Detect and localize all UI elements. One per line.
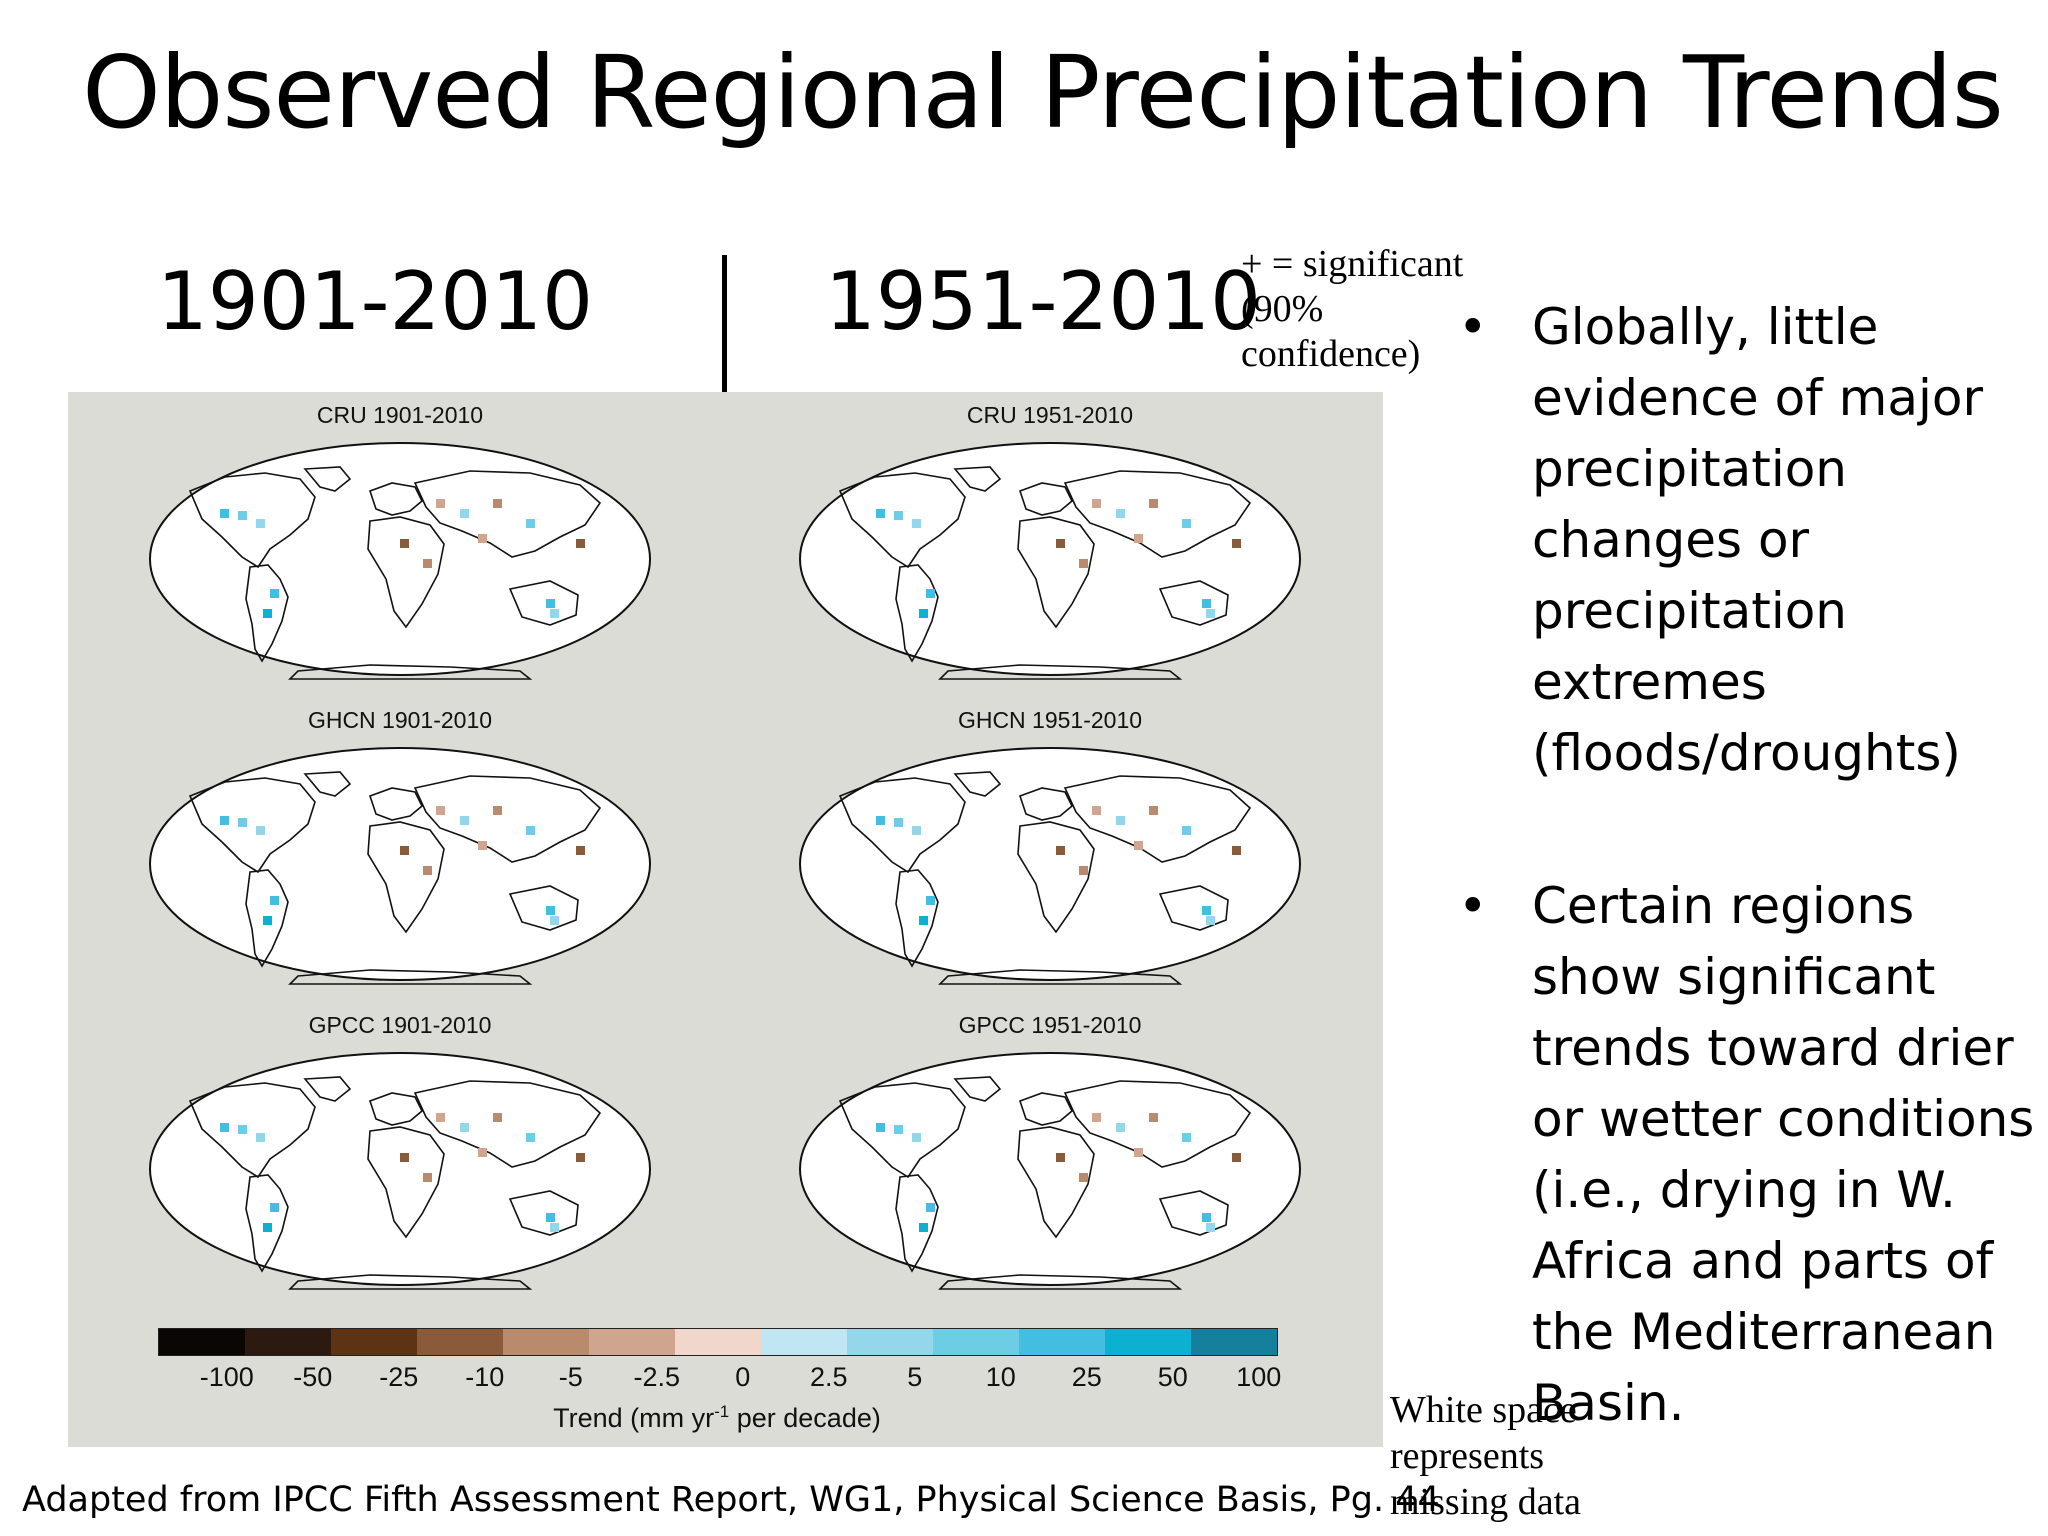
colorbar-tick-label: -10	[465, 1362, 505, 1392]
significance-note: + = significant (90% confidence)	[1241, 242, 1501, 377]
colorbar	[158, 1328, 1278, 1356]
map-panel-gpcc-1901: GPCC 1901-2010	[120, 1012, 680, 1312]
colorbar-label-exponent: -1	[714, 1402, 730, 1421]
world-map-image	[799, 747, 1301, 985]
colorbar-tick-label: -25	[379, 1362, 419, 1392]
source-citation: Adapted from IPCC Fifth Assessment Repor…	[22, 1480, 1440, 1520]
colorbar-tick-label: 10	[985, 1362, 1016, 1392]
map-panel-ghcn-1951: GHCN 1951-2010	[770, 707, 1330, 1007]
colorbar-swatch	[503, 1329, 589, 1355]
colorbar-swatch	[245, 1329, 331, 1355]
map-panel-title: GPCC 1901-2010	[308, 1012, 492, 1038]
colorbar-swatch	[331, 1329, 417, 1355]
colorbar-label-text: Trend (mm yr	[553, 1403, 715, 1433]
missing-data-note: White space represents missing data	[1390, 1387, 1690, 1525]
colorbar-tick-label: 25	[1071, 1362, 1102, 1392]
bullet-text: Globally, little evidence of major preci…	[1532, 298, 1984, 782]
map-panel-cru-1901: CRU 1901-2010	[120, 402, 680, 702]
missing-data-note-line: represents	[1390, 1435, 1545, 1477]
significance-note-line: confidence)	[1241, 333, 1421, 375]
colorbar-tick-label: -50	[293, 1362, 333, 1392]
world-map-image	[149, 747, 651, 985]
bullet-item: • Globally, little evidence of major pre…	[1440, 292, 2048, 789]
world-map-image	[799, 1052, 1301, 1290]
bullet-marker: •	[1458, 877, 1488, 935]
map-panel-gpcc-1951: GPCC 1951-2010	[770, 1012, 1330, 1312]
colorbar-tick-label: 100	[1236, 1362, 1282, 1392]
bullet-text: Certain regions show significant trends …	[1532, 877, 2035, 1432]
bullet-marker: •	[1458, 298, 1488, 356]
map-panel-title: CRU 1901-2010	[316, 402, 484, 428]
colorbar-swatch	[1105, 1329, 1191, 1355]
colorbar-swatch	[675, 1329, 761, 1355]
colorbar-swatch	[933, 1329, 1019, 1355]
map-panel-ghcn-1901: GHCN 1901-2010	[120, 707, 680, 1007]
colorbar-label: Trend (mm yr-1 per decade)	[158, 1402, 1276, 1434]
missing-data-note-line: missing data	[1390, 1481, 1582, 1523]
map-panel-cru-1951: CRU 1951-2010	[770, 402, 1330, 702]
colorbar-swatch	[1191, 1329, 1277, 1355]
colorbar-swatch	[761, 1329, 847, 1355]
period-label-left: 1901-2010	[157, 255, 594, 348]
map-panel-title: GHCN 1951-2010	[957, 707, 1143, 733]
colorbar-ticks: -100 -50 -25 -10 -5 -2.5 0 2.5 5 10 25 50 100	[158, 1362, 1282, 1394]
colorbar-tick-label: 2.5	[810, 1362, 848, 1392]
colorbar-swatch	[847, 1329, 933, 1355]
colorbar-tick-label: -100	[199, 1362, 254, 1392]
bullet-item: • Certain regions show significant trend…	[1440, 871, 2048, 1439]
colorbar-swatch	[1019, 1329, 1105, 1355]
colorbar-swatch	[589, 1329, 675, 1355]
map-panel-title: GHCN 1901-2010	[307, 707, 493, 733]
bullet-list: • Globally, little evidence of major pre…	[1440, 292, 2048, 1439]
world-map-image	[149, 1052, 651, 1290]
colorbar-label-text: per decade)	[729, 1403, 881, 1433]
map-panel-title: GPCC 1951-2010	[958, 1012, 1142, 1038]
significance-note-line: (90%	[1241, 288, 1324, 330]
colorbar-tick-label: 5	[907, 1362, 923, 1392]
period-label-right: 1951-2010	[825, 255, 1262, 348]
colorbar-tick-label: -5	[558, 1362, 583, 1392]
colorbar-tick-label: 0	[735, 1362, 751, 1392]
world-map-image	[149, 442, 651, 680]
significance-note-line: + = significant	[1241, 243, 1464, 285]
map-panel-title: CRU 1951-2010	[966, 402, 1134, 428]
slide-title: Observed Regional Precipitation Trends	[82, 34, 2004, 151]
world-map-image	[799, 442, 1301, 680]
colorbar-tick-label: -2.5	[633, 1362, 681, 1392]
colorbar-swatch	[159, 1329, 245, 1355]
colorbar-swatch	[417, 1329, 503, 1355]
missing-data-note-line: White space	[1390, 1389, 1577, 1431]
colorbar-tick-label: 50	[1157, 1362, 1188, 1392]
